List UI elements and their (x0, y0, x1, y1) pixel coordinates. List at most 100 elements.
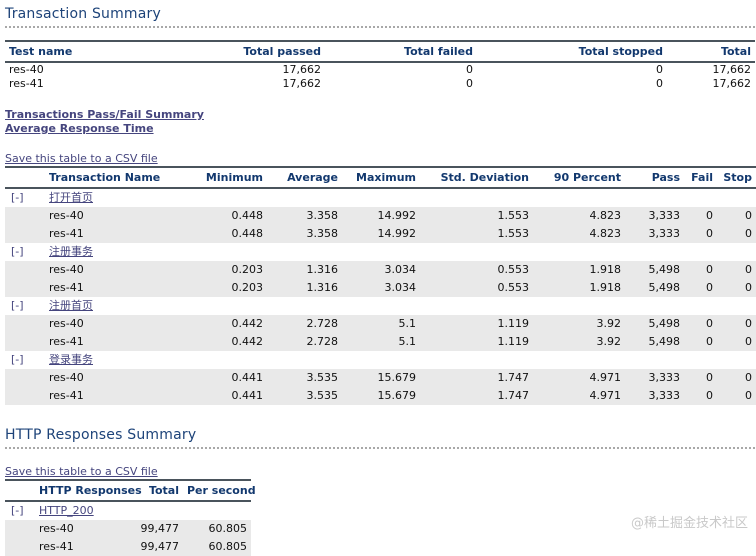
expander-spacer (5, 369, 45, 387)
value-cell: 1.316 (267, 279, 342, 297)
summary-value-cell: 17,662 (282, 63, 322, 76)
value-cell: 0.553 (420, 261, 533, 279)
value-cell: 14.992 (342, 207, 420, 225)
value-cell: 3.034 (342, 279, 420, 297)
group-name-cell: HTTP_200 (35, 501, 251, 520)
col-stop: Stop (717, 166, 756, 189)
value-cell: 3.358 (267, 225, 342, 243)
value-cell: 1.119 (420, 315, 533, 333)
expander-spacer (5, 207, 45, 225)
value-cell: 3,333 (625, 369, 684, 387)
data-row: res-40 0.441 3.535 15.679 1.747 4.971 3,333 0 0 (5, 369, 756, 387)
col-total-passed: Total passed (173, 40, 325, 63)
value-cell: 0.441 (155, 369, 267, 387)
value-cell: 5,498 (625, 315, 684, 333)
collapse-toggle[interactable]: [-] (5, 243, 45, 261)
value-cell: 0 (717, 279, 756, 297)
value-cell: 0.448 (155, 225, 267, 243)
value-cell: 0.553 (420, 279, 533, 297)
value-cell: 3.358 (267, 207, 342, 225)
collapse-toggle[interactable]: [-] (5, 351, 45, 369)
value-cell: 5,498 (625, 279, 684, 297)
value-cell: 1.747 (420, 387, 533, 405)
summary-value-cell: 0 (656, 63, 663, 76)
expander-spacer (5, 315, 45, 333)
col-std-deviation: Std. Deviation (420, 166, 533, 189)
test-name-cell: res-41 (45, 225, 155, 243)
expander-spacer (5, 538, 35, 556)
col-minimum: Minimum (155, 166, 267, 189)
value-cell: 0 (684, 261, 717, 279)
value-cell: 0 (684, 225, 717, 243)
group-row: [-] 登录事务 (5, 351, 756, 369)
http-responses-table: HTTP Responses Total Per second [-] HTTP_… (5, 479, 256, 556)
value-cell: 0.203 (155, 279, 267, 297)
value-cell: 5.1 (342, 315, 420, 333)
value-cell: 4.971 (533, 387, 625, 405)
group-row: [-] HTTP_200 (5, 501, 251, 520)
http-responses-summary-title: HTTP Responses Summary (5, 427, 197, 443)
value-cell: 3.92 (533, 333, 625, 351)
col-http-responses: HTTP Responses (35, 479, 142, 502)
save-csv-link-http[interactable]: Save this table to a CSV file (5, 465, 158, 478)
col-90-percent: 90 Percent (533, 166, 625, 189)
col-test-name: Test name (5, 40, 173, 63)
data-row: res-40 0.442 2.728 5.1 1.119 3.92 5,498 0 0 (5, 315, 756, 333)
summary-value-cell: 0 (466, 77, 473, 90)
collapse-toggle[interactable]: [-] (5, 188, 45, 207)
test-name-cell: res-41 (9, 77, 44, 90)
col-pass: Pass (625, 166, 684, 189)
summary-header-row: Test name Total passed Total failed Tota… (5, 40, 755, 63)
value-cell: 1.553 (420, 225, 533, 243)
dotted-divider (5, 26, 755, 28)
value-cell: 0 (717, 333, 756, 351)
group-row: [-] 注册事务 (5, 243, 756, 261)
avg-response-time-link[interactable]: Average Response Time (5, 122, 154, 135)
dotted-divider (5, 447, 755, 449)
http-header-row: HTTP Responses Total Per second (5, 479, 256, 502)
value-cell: 4.823 (533, 225, 625, 243)
col-maximum: Maximum (342, 166, 420, 189)
data-row: res-40 99,477 60.805 (5, 520, 251, 538)
value-cell: 3.535 (267, 387, 342, 405)
pass-fail-summary-link[interactable]: Transactions Pass/Fail Summary (5, 108, 204, 121)
group-name-link[interactable]: 注册事务 (49, 245, 93, 258)
group-name-link[interactable]: 打开首页 (49, 191, 93, 204)
col-transaction-name: Transaction Name (45, 166, 160, 189)
col-average: Average (267, 166, 342, 189)
group-name-link[interactable]: 登录事务 (49, 353, 93, 366)
collapse-toggle[interactable]: [-] (5, 297, 45, 315)
test-name-cell: res-40 (45, 369, 155, 387)
group-name-link[interactable]: 注册首页 (49, 299, 93, 312)
expander-spacer (5, 333, 45, 351)
value-cell: 4.823 (533, 207, 625, 225)
value-cell: 0 (684, 207, 717, 225)
data-row: res-41 0.441 3.535 15.679 1.747 4.971 3,333 0 0 (5, 387, 756, 405)
test-name-cell: res-40 (45, 315, 155, 333)
collapse-toggle[interactable]: [-] (5, 501, 35, 520)
summary-value-cell: 0 (656, 77, 663, 90)
data-row: res-41 0.448 3.358 14.992 1.553 4.823 3,333 0 0 (5, 225, 756, 243)
col-expander (5, 166, 45, 189)
test-name-cell: res-41 (35, 538, 133, 556)
summary-value-cell: 17,662 (282, 77, 322, 90)
transactions-header-row: Transaction Name Minimum Average Maximum… (5, 166, 756, 189)
value-cell: 4.971 (533, 369, 625, 387)
transactions-table: Transaction Name Minimum Average Maximum… (5, 166, 756, 405)
data-row: res-41 0.442 2.728 5.1 1.119 3.92 5,498 0 0 (5, 333, 756, 351)
value-cell: 0 (717, 207, 756, 225)
value-cell: 1.918 (533, 261, 625, 279)
value-cell: 3,333 (625, 207, 684, 225)
save-csv-link-transactions[interactable]: Save this table to a CSV file (5, 152, 158, 165)
value-cell: 5.1 (342, 333, 420, 351)
value-cell: 0 (684, 279, 717, 297)
value-cell: 60.805 (183, 520, 251, 538)
test-name-cell: res-40 (45, 207, 155, 225)
col-http-per-second: Per second (183, 479, 256, 502)
group-name-link[interactable]: HTTP_200 (39, 504, 94, 517)
value-cell: 0 (717, 315, 756, 333)
transaction-summary-title: Transaction Summary (5, 6, 161, 22)
summary-value-cell: 17,662 (712, 77, 752, 90)
value-cell: 0 (684, 333, 717, 351)
